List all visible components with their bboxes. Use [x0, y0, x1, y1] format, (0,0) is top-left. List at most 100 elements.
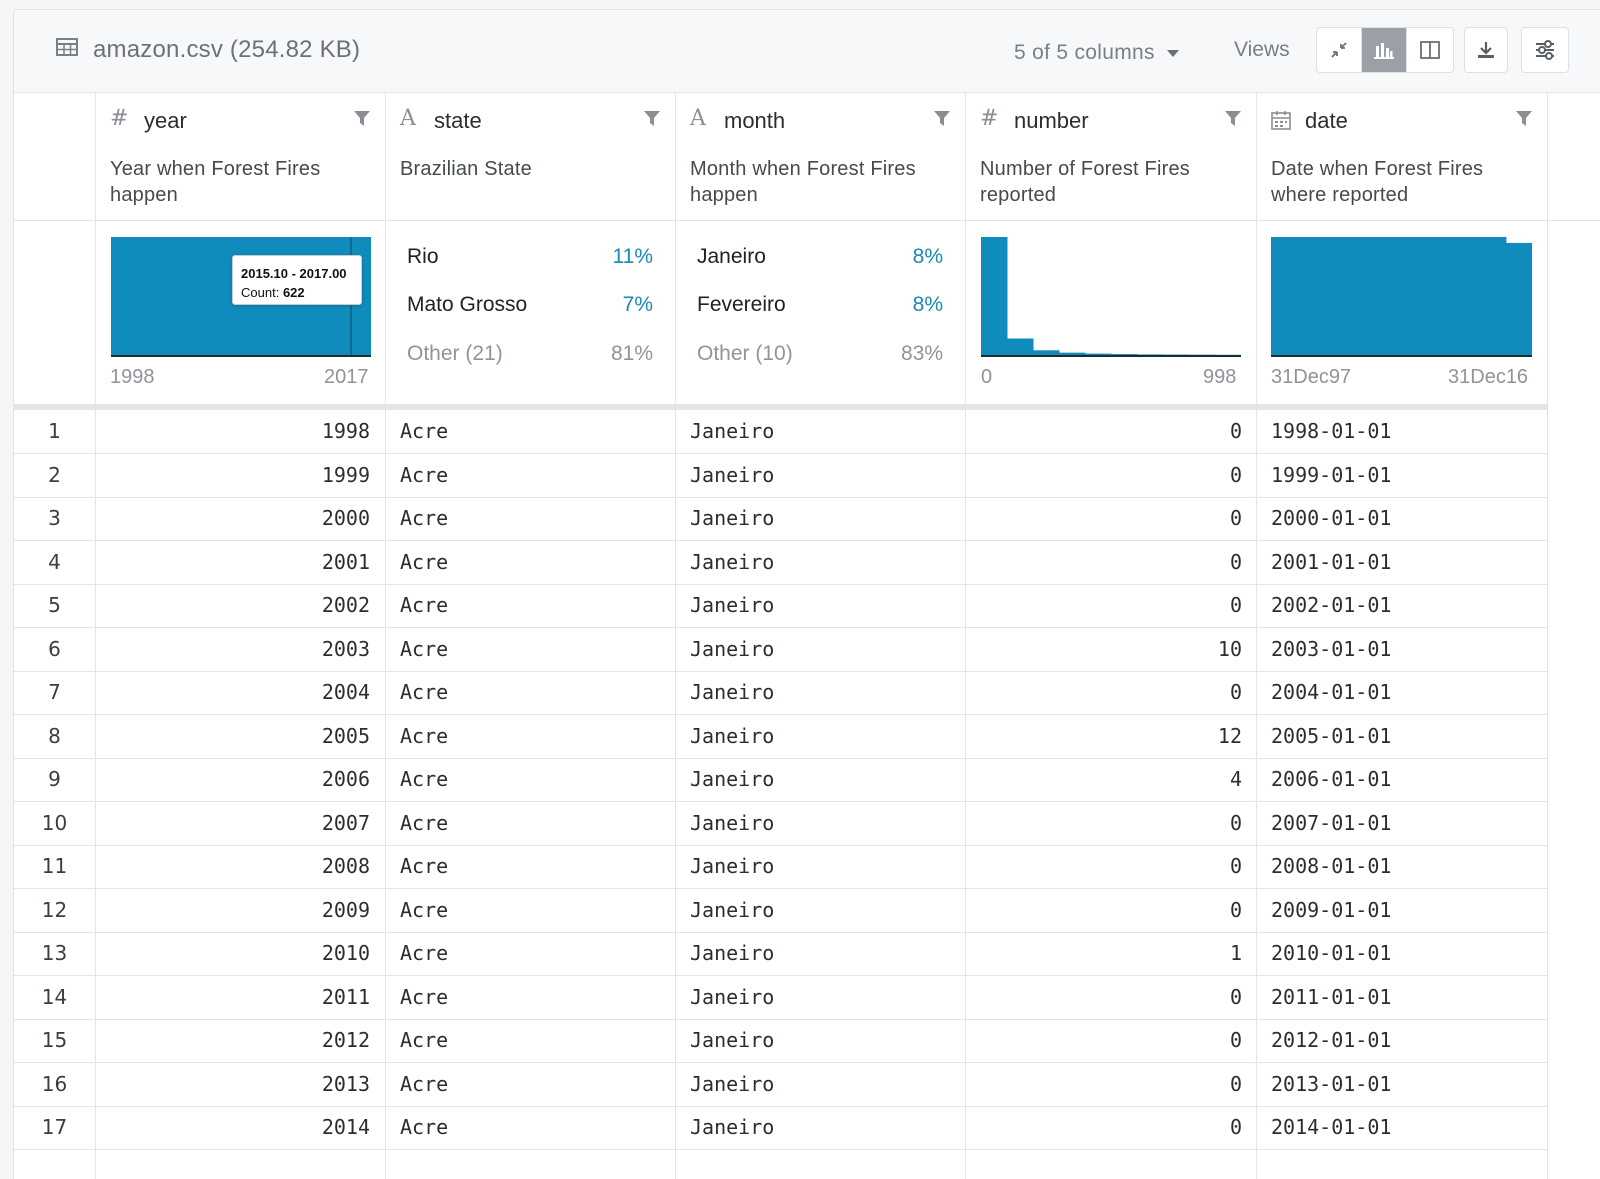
histogram-view-button[interactable]	[1362, 28, 1407, 72]
histogram-bar[interactable]	[137, 237, 164, 355]
cell-state: Acre	[400, 410, 448, 453]
numeric-type-icon: #	[980, 106, 998, 131]
settings-button[interactable]	[1521, 27, 1569, 73]
month-top-value[interactable]: Fevereiro	[697, 293, 786, 317]
histogram-bar[interactable]	[1454, 237, 1481, 355]
cell-state: Acre	[400, 1106, 448, 1149]
cell-date: 2014-01-01	[1271, 1106, 1391, 1149]
row-number: 1	[14, 410, 95, 453]
histogram-bar[interactable]	[1111, 354, 1138, 355]
histogram-bar[interactable]	[1375, 237, 1402, 355]
histogram-bar[interactable]	[163, 237, 190, 355]
number-histogram[interactable]	[981, 237, 1241, 357]
row-number: 7	[14, 671, 95, 714]
column-header-state[interactable]: A state Brazilian State	[386, 92, 675, 220]
histogram-bar[interactable]	[111, 237, 138, 355]
cell-month: Janeiro	[690, 932, 774, 975]
row-number: 17	[14, 1106, 95, 1149]
split-view-button[interactable]	[1407, 28, 1452, 72]
cell-date: 2007-01-01	[1271, 802, 1391, 845]
cell-date: 1998-01-01	[1271, 410, 1391, 453]
column-header-month[interactable]: A month Month when Forest Fires happen	[676, 92, 965, 220]
filter-icon[interactable]	[353, 110, 371, 128]
cell-number: 0	[967, 889, 1242, 932]
histogram-bar[interactable]	[1085, 354, 1112, 355]
histogram-bar[interactable]	[1323, 237, 1350, 355]
cell-year: 2001	[96, 541, 370, 584]
cell-number: 0	[967, 1019, 1242, 1062]
caret-down-icon	[1167, 50, 1179, 57]
histogram-bar[interactable]	[1480, 237, 1507, 355]
month-top-pct: 8%	[883, 245, 943, 269]
histogram-bar[interactable]	[1137, 354, 1164, 355]
cell-year: 2000	[96, 497, 370, 540]
cell-number: 0	[967, 976, 1242, 1019]
download-button[interactable]	[1464, 27, 1508, 73]
calendar-icon	[1271, 110, 1291, 130]
cell-year: 1999	[96, 454, 370, 497]
column-name: year	[144, 108, 187, 134]
tooltip-range: 2015.10 - 2017.00	[241, 264, 361, 283]
column-header-year[interactable]: # year Year when Forest Fires happen	[96, 92, 385, 220]
download-icon	[1476, 40, 1496, 60]
text-type-icon: A	[690, 106, 706, 131]
cell-number: 10	[967, 628, 1242, 671]
histogram-bar[interactable]	[1402, 237, 1429, 355]
cell-state: Acre	[400, 758, 448, 801]
cell-number: 0	[967, 671, 1242, 714]
column-name: number	[1014, 108, 1089, 134]
cell-state: Acre	[400, 1063, 448, 1106]
state-top-value[interactable]: Mato Grosso	[407, 293, 527, 317]
filter-icon[interactable]	[1224, 110, 1242, 128]
filter-icon[interactable]	[643, 110, 661, 128]
histogram-bar[interactable]	[1007, 338, 1034, 355]
histogram-bar[interactable]	[1506, 243, 1532, 355]
filter-icon[interactable]	[933, 110, 951, 128]
number-max-label: 998	[1203, 366, 1236, 389]
histogram-bar[interactable]	[1033, 350, 1060, 355]
cell-year: 2004	[96, 671, 370, 714]
row-number: 14	[14, 976, 95, 1019]
histogram-bar[interactable]	[1059, 353, 1086, 355]
date-histogram[interactable]	[1271, 237, 1532, 357]
histogram-bar[interactable]	[1297, 237, 1324, 355]
columns-dropdown[interactable]: 5 of 5 columns	[1014, 41, 1179, 65]
column-header-row: # year Year when Forest Fires happen A s…	[14, 92, 1600, 221]
views-label: Views	[1234, 38, 1290, 62]
histogram-bar[interactable]	[1428, 237, 1455, 355]
row-number: 15	[14, 1019, 95, 1062]
column-name: date	[1305, 108, 1348, 134]
histogram-bar[interactable]	[1349, 237, 1376, 355]
month-top-value[interactable]: Janeiro	[697, 245, 766, 269]
cell-state: Acre	[400, 845, 448, 888]
histogram-bar[interactable]	[1271, 237, 1298, 355]
collapse-view-button[interactable]	[1317, 28, 1362, 72]
histogram-bar[interactable]	[189, 237, 216, 355]
column-header-number[interactable]: # number Number of Forest Fires reported	[966, 92, 1256, 220]
state-top-value[interactable]: Rio	[407, 245, 439, 269]
cell-date: 2006-01-01	[1271, 758, 1391, 801]
column-header-date[interactable]: date Date when Forest Fires where report…	[1257, 92, 1547, 220]
filter-icon[interactable]	[1515, 110, 1533, 128]
tooltip-count-label: Count:	[241, 285, 279, 300]
state-other-pct: 81%	[593, 342, 653, 366]
histogram-bar[interactable]	[981, 237, 1008, 355]
cell-year: 2009	[96, 889, 370, 932]
